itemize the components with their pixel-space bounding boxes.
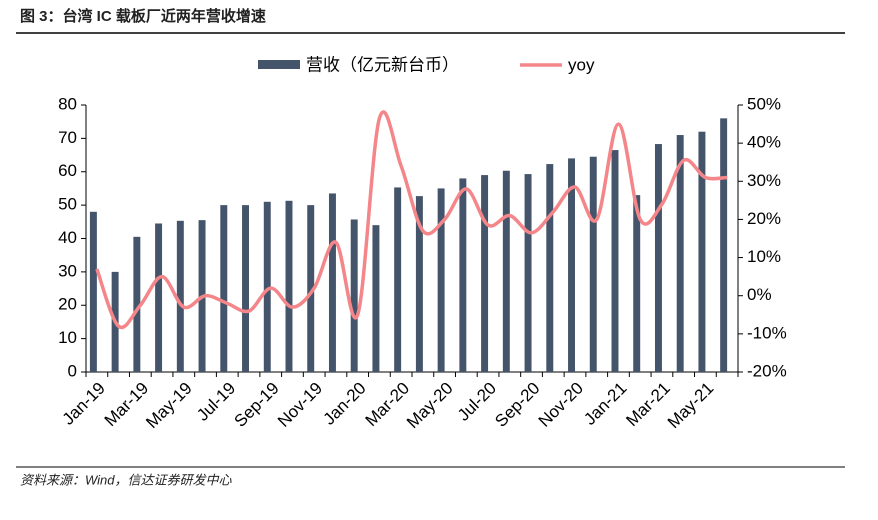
y-tick-label: 60 bbox=[58, 161, 77, 180]
x-tick-label: Nov-19 bbox=[274, 379, 326, 431]
bar bbox=[133, 236, 141, 372]
y-tick-label: 40 bbox=[58, 228, 77, 247]
bar bbox=[89, 211, 97, 372]
y-tick-label: 20 bbox=[58, 295, 77, 314]
legend-swatch bbox=[258, 60, 300, 69]
bar bbox=[415, 196, 423, 372]
bar bbox=[654, 144, 662, 372]
bar bbox=[263, 201, 271, 372]
bar bbox=[720, 118, 728, 372]
y2-tick-label: 40% bbox=[747, 133, 781, 152]
bar bbox=[589, 156, 597, 372]
legend-label: 营收（亿元新台币） bbox=[306, 55, 459, 74]
x-tick-label: Sep-19 bbox=[231, 379, 283, 431]
x-tick-label: Jan-20 bbox=[319, 379, 369, 429]
legend-label: yoy bbox=[568, 55, 595, 74]
bar bbox=[611, 150, 619, 372]
bar bbox=[481, 175, 489, 372]
y2-tick-label: 20% bbox=[747, 209, 781, 228]
y2-tick-label: 0% bbox=[747, 285, 772, 304]
x-tick-label: Jan-21 bbox=[580, 379, 630, 429]
y-tick-label: 30 bbox=[58, 261, 77, 280]
bar bbox=[437, 188, 445, 372]
x-tick-label: May-21 bbox=[664, 379, 718, 433]
bar bbox=[568, 158, 575, 372]
x-tick-label: Nov-20 bbox=[535, 379, 587, 431]
bar bbox=[220, 205, 228, 372]
y-tick-label: 80 bbox=[58, 94, 77, 113]
yoy-line bbox=[95, 110, 728, 330]
y2-tick-label: 10% bbox=[747, 247, 781, 266]
bar bbox=[459, 178, 467, 372]
chart-title: 图 3：台湾 IC 载板厂近两年营收增速 bbox=[20, 7, 266, 25]
y2-tick-label: 50% bbox=[747, 94, 781, 113]
bar bbox=[524, 174, 532, 372]
y-tick-label: 10 bbox=[58, 328, 77, 347]
source: 资料来源：Wind，信达证券研发中心 bbox=[20, 472, 233, 487]
bar bbox=[285, 200, 293, 372]
bar bbox=[394, 187, 402, 372]
x-tick-label: May-19 bbox=[142, 379, 196, 433]
x-tick-label: Jan-19 bbox=[59, 379, 109, 429]
y-tick-label: 70 bbox=[58, 128, 77, 147]
x-tick-label: Sep-20 bbox=[491, 379, 543, 431]
bar bbox=[698, 131, 706, 372]
bar bbox=[307, 205, 315, 372]
bar bbox=[546, 164, 554, 372]
y2-tick-label: 30% bbox=[747, 171, 781, 190]
bar bbox=[328, 193, 336, 372]
x-tick-label: May-20 bbox=[403, 379, 457, 433]
bar bbox=[242, 205, 249, 372]
bar bbox=[155, 223, 163, 372]
y2-tick-label: -20% bbox=[747, 361, 787, 380]
bar bbox=[372, 225, 380, 372]
bar bbox=[502, 170, 510, 372]
y-tick-label: 0 bbox=[68, 361, 77, 380]
bar bbox=[176, 220, 184, 372]
bar bbox=[633, 195, 641, 372]
y2-tick-label: -10% bbox=[747, 323, 787, 342]
bar bbox=[350, 219, 358, 372]
y-tick-label: 50 bbox=[58, 195, 77, 214]
bar bbox=[676, 135, 684, 372]
